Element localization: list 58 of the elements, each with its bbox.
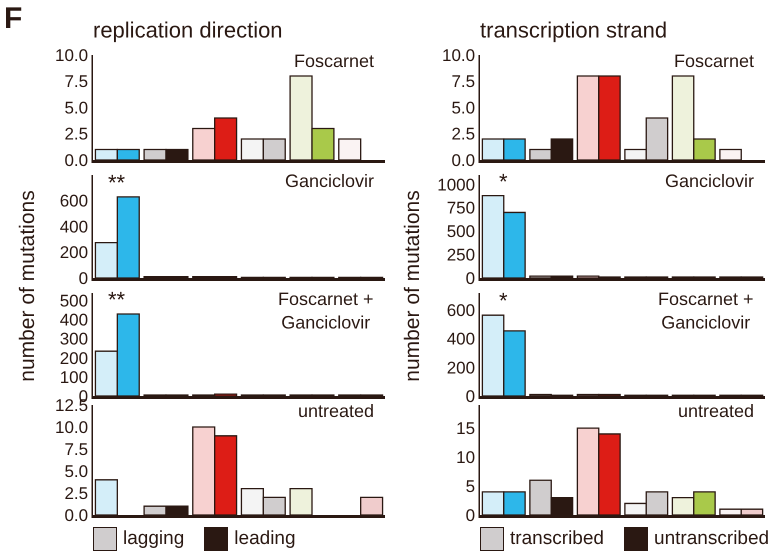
y-tick-label: 7.5 [64,440,88,459]
y-tick-label: 600 [60,192,88,211]
annotation: ** [108,287,126,312]
chart-title: replication direction [93,17,283,42]
y-tick-label: 10 [456,448,476,468]
y-tick-label: 100 [60,368,88,387]
series-label: transcribed [510,528,604,550]
y-axis-title: number of mutations [401,190,425,382]
y-tick-label: 400 [60,310,88,330]
text: F [4,2,22,35]
y-tick-label: 400 [446,330,476,349]
annotation: untreated [298,401,374,421]
y-tick-label: 10.0 [55,46,88,65]
y-tick-label: 0.0 [64,506,88,525]
y-tick-label: 750 [446,198,476,218]
y-tick-label: 15 [456,419,476,438]
y-tick-label: 400 [60,217,88,236]
y-tick-label: 500 [446,222,476,242]
annotation: * [499,169,508,194]
annotation: Foscarnet + Ganciclovir [278,289,374,332]
y-tick-label: 250 [446,246,476,265]
y-tick-label: 500 [60,292,88,311]
y-tick-label: 7.5 [64,72,88,92]
annotation: Foscarnet [294,51,374,71]
y-tick-label: 5.0 [451,98,476,118]
y-tick-label: 1000 [437,175,476,194]
legend-label: leading [234,528,296,550]
y-tick-label: 0 [466,506,476,525]
y-tick-label: 5.0 [64,462,88,481]
y-tick-label: 200 [60,348,88,368]
chart-title: transcription strand [480,17,668,42]
y-axis-title: number of mutations [16,190,40,382]
y-tick-label: 2.5 [64,484,88,503]
y-tick-label: 0.0 [451,150,476,170]
y-tick-label: 10.0 [442,46,476,65]
annotation: Ganciclovir [665,171,754,191]
annotation: ** [108,170,126,195]
legend-label: untranscribed [654,528,770,550]
y-tick-label: 0.0 [64,150,88,170]
y-tick-label: 10.0 [55,418,88,437]
y-tick-label: 0 [78,268,88,288]
annotation: * [499,288,508,313]
annotation: untreated [678,401,754,421]
y-tick-label: 200 [446,358,476,378]
y-tick-label: 2.5 [451,124,476,144]
y-tick-label: 5.0 [64,98,88,118]
y-tick-label: 5 [466,477,476,496]
y-tick-label: 7.5 [451,72,476,92]
y-tick-label: 200 [60,243,88,262]
annotation: Ganciclovir [285,171,374,191]
y-tick-label: 0 [466,386,476,406]
y-tick-label: 600 [446,301,476,320]
y-tick-label: 300 [60,330,88,349]
annotation: Foscarnet + Ganciclovir [658,289,754,332]
y-tick-label: 0 [466,268,476,288]
annotation: Foscarnet [674,51,754,71]
legend-label: lagging [123,528,184,550]
y-tick-label: 2.5 [64,124,88,144]
